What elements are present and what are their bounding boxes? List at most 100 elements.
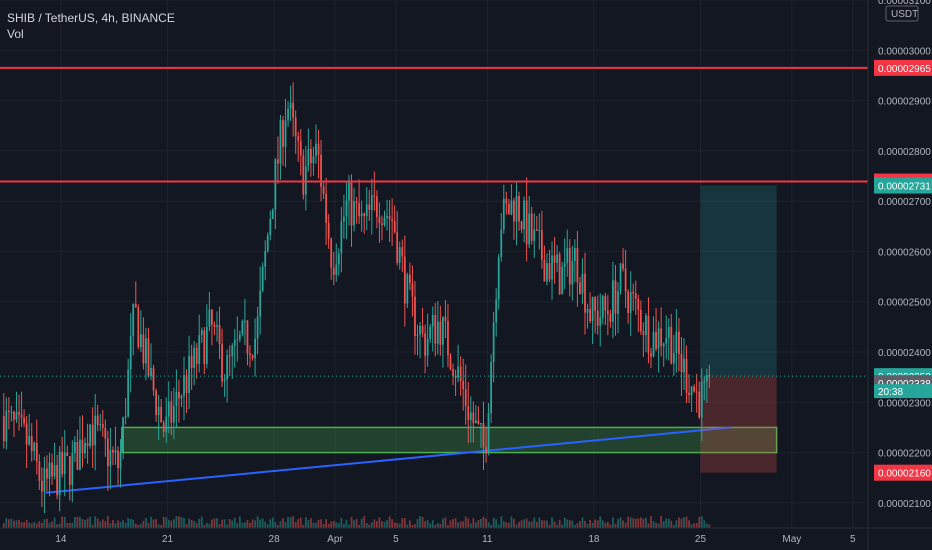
candle[interactable]	[200, 330, 203, 336]
candle[interactable]	[236, 339, 239, 341]
candle[interactable]	[13, 411, 15, 420]
candle[interactable]	[571, 260, 574, 285]
candle[interactable]	[556, 254, 558, 263]
candle[interactable]	[274, 159, 277, 210]
candle[interactable]	[48, 462, 51, 479]
candle[interactable]	[145, 338, 147, 364]
candle[interactable]	[548, 263, 551, 280]
candle[interactable]	[358, 203, 361, 217]
candle[interactable]	[73, 441, 76, 453]
candle[interactable]	[114, 450, 117, 453]
candle[interactable]	[84, 443, 86, 454]
candle[interactable]	[378, 216, 381, 224]
candle[interactable]	[647, 315, 650, 354]
candle[interactable]	[409, 274, 411, 284]
candle[interactable]	[320, 154, 322, 187]
candle[interactable]	[205, 326, 208, 365]
candle[interactable]	[523, 200, 525, 230]
candle[interactable]	[40, 480, 43, 492]
candle[interactable]	[477, 420, 480, 425]
candle[interactable]	[124, 416, 127, 418]
candle[interactable]	[558, 254, 561, 295]
candle[interactable]	[505, 198, 508, 204]
candle[interactable]	[109, 449, 112, 467]
candle[interactable]	[297, 135, 300, 141]
candle[interactable]	[160, 406, 163, 423]
candle[interactable]	[58, 451, 61, 496]
candle[interactable]	[639, 309, 642, 332]
candle[interactable]	[327, 222, 330, 239]
candle[interactable]	[129, 336, 132, 370]
candle[interactable]	[624, 268, 627, 292]
candle[interactable]	[79, 439, 81, 470]
candle[interactable]	[193, 347, 196, 368]
candle[interactable]	[304, 166, 307, 195]
candle[interactable]	[490, 362, 492, 414]
candle[interactable]	[553, 255, 556, 263]
volume-indicator-label[interactable]: Vol	[7, 27, 24, 41]
candle[interactable]	[299, 140, 302, 156]
candle[interactable]	[551, 255, 553, 280]
candle[interactable]	[642, 331, 645, 336]
candle[interactable]	[218, 325, 221, 345]
candle[interactable]	[589, 308, 591, 322]
candle[interactable]	[576, 247, 579, 283]
candle[interactable]	[561, 266, 564, 295]
candle[interactable]	[345, 200, 348, 217]
candle[interactable]	[134, 303, 137, 308]
position-target-zone[interactable]	[700, 185, 777, 377]
candle[interactable]	[698, 391, 701, 418]
candle[interactable]	[632, 291, 635, 294]
candle[interactable]	[91, 424, 94, 446]
candle[interactable]	[284, 120, 287, 147]
candle[interactable]	[376, 196, 378, 217]
candle[interactable]	[533, 229, 536, 241]
candle[interactable]	[7, 410, 10, 413]
candle[interactable]	[307, 148, 310, 167]
candle[interactable]	[429, 326, 432, 339]
candle[interactable]	[167, 401, 170, 417]
candle[interactable]	[238, 334, 241, 340]
candle[interactable]	[617, 291, 619, 314]
candle[interactable]	[695, 391, 698, 393]
candle[interactable]	[292, 102, 295, 118]
candle[interactable]	[591, 297, 594, 322]
candle[interactable]	[348, 182, 350, 201]
candle[interactable]	[94, 415, 97, 446]
candle[interactable]	[434, 314, 437, 344]
candle[interactable]	[401, 247, 404, 257]
candle[interactable]	[439, 321, 442, 345]
candle[interactable]	[637, 298, 640, 310]
candle[interactable]	[431, 314, 434, 327]
candle[interactable]	[340, 221, 343, 254]
candle[interactable]	[563, 262, 566, 267]
currency-badge[interactable]	[885, 5, 919, 22]
candle[interactable]	[175, 391, 178, 406]
candle[interactable]	[480, 423, 482, 425]
candle[interactable]	[190, 355, 193, 368]
candle[interactable]	[76, 441, 79, 470]
candle[interactable]	[117, 450, 119, 469]
candle[interactable]	[513, 200, 515, 222]
candle[interactable]	[363, 213, 366, 216]
candle[interactable]	[426, 338, 429, 356]
candle[interactable]	[414, 296, 416, 336]
candle[interactable]	[122, 417, 124, 452]
candle[interactable]	[147, 338, 150, 377]
candle[interactable]	[246, 320, 249, 354]
candle[interactable]	[678, 331, 680, 355]
candle[interactable]	[579, 282, 581, 294]
candle[interactable]	[487, 413, 490, 454]
candle[interactable]	[604, 295, 607, 311]
candle[interactable]	[127, 369, 130, 417]
candle[interactable]	[622, 263, 624, 269]
candle[interactable]	[61, 451, 64, 474]
candle[interactable]	[688, 392, 690, 396]
candle[interactable]	[137, 307, 140, 348]
candle[interactable]	[386, 215, 388, 218]
candle[interactable]	[599, 317, 602, 326]
candle[interactable]	[683, 358, 685, 373]
candle[interactable]	[343, 216, 345, 222]
candle[interactable]	[251, 355, 254, 359]
candle[interactable]	[515, 195, 518, 222]
